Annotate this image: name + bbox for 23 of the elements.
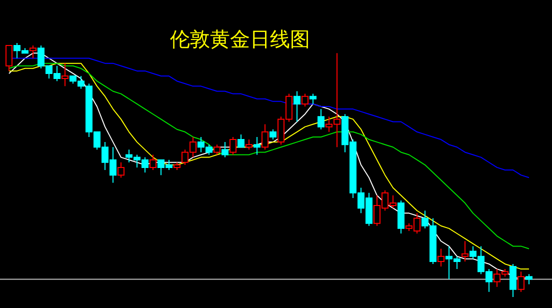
candlestick <box>310 93 316 104</box>
candlestick <box>150 154 156 170</box>
candlestick <box>254 136 260 156</box>
candlestick <box>6 45 12 72</box>
candlestick <box>438 248 444 268</box>
candlestick <box>462 240 468 262</box>
candlestick <box>222 142 228 158</box>
chart-title: 伦敦黄金日线图 <box>170 27 310 51</box>
candlestick <box>262 124 268 150</box>
candlestick <box>214 144 220 156</box>
candlestick <box>246 139 252 150</box>
candlestick <box>302 93 308 107</box>
candlestick <box>294 90 300 122</box>
candlestick <box>118 162 124 178</box>
candlestick <box>318 108 324 130</box>
candlestick <box>62 62 68 87</box>
candlestick <box>518 271 524 292</box>
candlestick <box>510 263 516 298</box>
candlestick <box>230 136 236 156</box>
candlestick <box>526 274 532 285</box>
candlestick <box>270 128 276 140</box>
candlestick <box>238 134 244 148</box>
candlestick <box>30 45 36 59</box>
